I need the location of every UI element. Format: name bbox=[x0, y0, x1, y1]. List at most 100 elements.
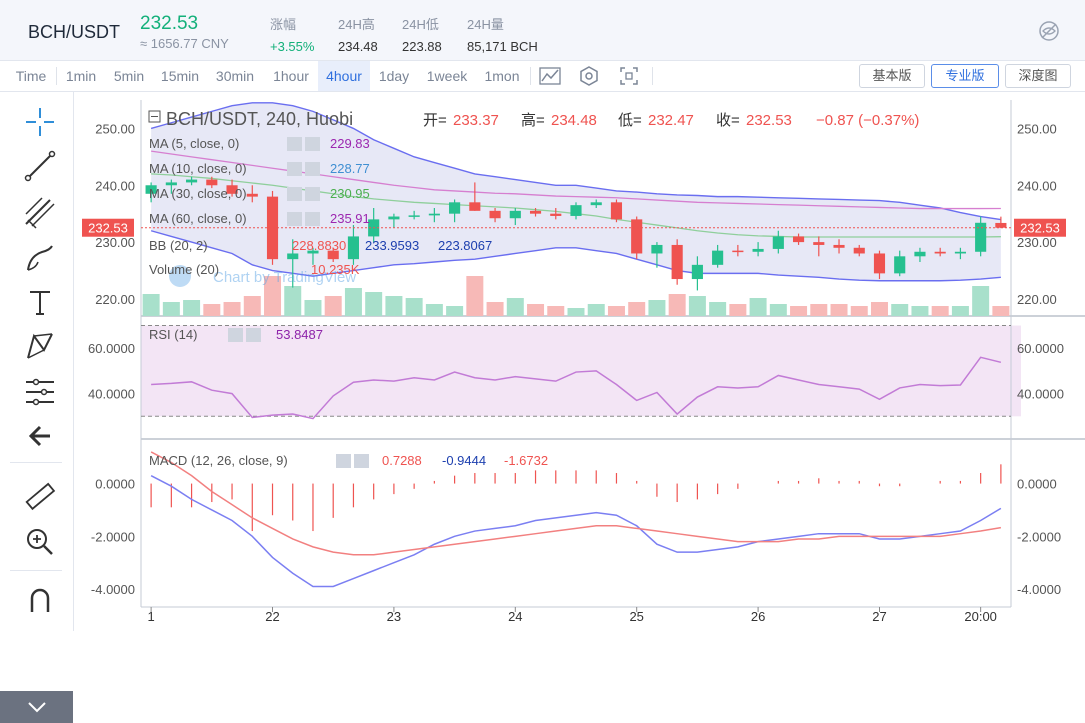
rsi-close-icon[interactable] bbox=[246, 328, 261, 342]
magnet-icon[interactable] bbox=[22, 582, 58, 618]
volume-bar bbox=[486, 302, 504, 316]
ruler-icon[interactable] bbox=[22, 478, 58, 514]
ohlc-low-label: 低= bbox=[618, 112, 642, 129]
watermark-cloud-icon bbox=[169, 265, 191, 287]
ohlc-open-label: 开= bbox=[423, 112, 447, 129]
stat-change: 涨幅 +3.55% bbox=[270, 14, 314, 54]
stat-value: 85,171 BCH bbox=[467, 39, 538, 54]
symbol-title[interactable]: BCH/USDT, 240, Huobi bbox=[166, 109, 353, 129]
volume-bar bbox=[951, 306, 969, 316]
volume-bar bbox=[749, 298, 767, 316]
back-arrow-icon[interactable] bbox=[22, 418, 58, 454]
stat-value: 234.48 bbox=[338, 39, 378, 54]
volume-bar bbox=[527, 304, 545, 316]
last-price-badge-left bbox=[82, 218, 134, 237]
price-tick-left: 220.00 bbox=[95, 292, 135, 307]
candle-body bbox=[873, 253, 886, 274]
basic-view-button[interactable]: 基本版 bbox=[859, 64, 925, 88]
ohlc-high-label: 高= bbox=[521, 112, 545, 129]
study-settings-icon bbox=[287, 137, 302, 151]
study-close-icon bbox=[305, 162, 320, 176]
candle-body bbox=[712, 250, 724, 265]
interval-time[interactable]: Time bbox=[15, 68, 47, 84]
settings-icon[interactable] bbox=[577, 66, 601, 86]
price-tick-left: 230.00 bbox=[95, 235, 135, 250]
macd-close-icon[interactable] bbox=[354, 454, 369, 468]
fib-tool-icon[interactable] bbox=[22, 374, 58, 410]
trend-line-icon[interactable] bbox=[22, 148, 58, 184]
collapse-toolbar-button[interactable] bbox=[0, 691, 73, 723]
candle-body bbox=[792, 236, 805, 243]
volume-bar bbox=[790, 306, 808, 316]
macd-tick-left: -4.0000 bbox=[91, 582, 135, 597]
bb-upper-value: 233.9593 bbox=[365, 238, 419, 253]
candle-body bbox=[388, 216, 400, 220]
volume-bar bbox=[405, 298, 423, 316]
divider bbox=[652, 67, 653, 85]
eye-off-icon[interactable] bbox=[1038, 20, 1060, 42]
chart-legend: BCH/USDT, 240, Huobi 开= 233.37 高= 234.48… bbox=[148, 109, 919, 468]
bb-upper-line bbox=[150, 102, 1001, 221]
interval-5min[interactable]: 5min bbox=[113, 68, 145, 84]
candle-body bbox=[833, 244, 845, 248]
zoom-in-icon[interactable] bbox=[22, 524, 58, 560]
candle-body bbox=[975, 222, 987, 252]
fullscreen-icon[interactable] bbox=[617, 66, 641, 86]
brush-icon[interactable] bbox=[22, 240, 58, 276]
candle-body bbox=[631, 219, 643, 254]
rsi-tick-right: 40.0000 bbox=[1017, 387, 1064, 402]
candle-body bbox=[813, 242, 825, 245]
ohlc-open-value: 233.37 bbox=[453, 112, 499, 129]
candle-body bbox=[590, 202, 602, 206]
macd-label: MACD (12, 26, close, 9) bbox=[149, 453, 288, 468]
crosshair-icon[interactable] bbox=[22, 104, 58, 140]
volume-bar bbox=[344, 288, 362, 316]
rsi-tick-left: 40.0000 bbox=[88, 387, 135, 402]
price-tick-right: 240.00 bbox=[1017, 178, 1057, 193]
rsi-label: RSI (14) bbox=[149, 327, 197, 342]
depth-view-button[interactable]: 深度图 bbox=[1005, 64, 1071, 88]
rsi-settings-icon[interactable] bbox=[228, 328, 243, 342]
macd-settings-icon[interactable] bbox=[336, 454, 351, 468]
candle-body bbox=[165, 182, 177, 186]
stat-volume: 24H量 85,171 BCH bbox=[467, 14, 538, 54]
stat-value: +3.55% bbox=[270, 39, 315, 54]
interval-1day[interactable]: 1day bbox=[378, 68, 410, 84]
volume-bar bbox=[547, 306, 565, 316]
volume-bar bbox=[972, 286, 990, 316]
collapse-legend-icon[interactable] bbox=[148, 110, 161, 123]
candle-body bbox=[226, 185, 238, 194]
interval-1hour[interactable]: 1hour bbox=[273, 68, 309, 84]
macd-line-value: -0.9444 bbox=[442, 453, 486, 468]
interval-1min[interactable]: 1min bbox=[65, 68, 97, 84]
ohlc-high-value: 234.48 bbox=[551, 112, 597, 129]
volume-value: 10.235K bbox=[311, 262, 360, 277]
volume-bar bbox=[931, 306, 949, 316]
pitchfork-icon[interactable] bbox=[22, 194, 58, 230]
candle-body bbox=[894, 256, 906, 274]
time-tick-label: 20:00 bbox=[964, 609, 997, 624]
candle-body bbox=[732, 250, 744, 253]
volume-bar bbox=[587, 304, 605, 316]
bb-label: BB (20, 2) bbox=[149, 238, 208, 253]
chart-type-icon[interactable] bbox=[538, 66, 562, 86]
price-tick-right: 230.00 bbox=[1017, 235, 1057, 250]
pro-view-button[interactable]: 专业版 bbox=[931, 64, 999, 88]
interval-1mon[interactable]: 1mon bbox=[484, 68, 520, 84]
price-change: −0.87 (−0.37%) bbox=[816, 112, 919, 129]
interval-4hour[interactable]: 4hour bbox=[318, 61, 370, 91]
text-tool-icon[interactable] bbox=[22, 284, 58, 320]
stat-value: 223.88 bbox=[402, 39, 442, 54]
interval-1week[interactable]: 1week bbox=[426, 68, 468, 84]
candle-body bbox=[610, 202, 623, 220]
last-price-badge-right bbox=[1014, 218, 1066, 237]
interval-15min[interactable]: 15min bbox=[160, 68, 200, 84]
interval-30min[interactable]: 30min bbox=[215, 68, 255, 84]
pair-title[interactable]: BCH/USDT bbox=[28, 22, 121, 42]
candle-body bbox=[914, 251, 926, 257]
pattern-icon[interactable] bbox=[22, 328, 58, 364]
volume-bar bbox=[992, 306, 1010, 316]
volume-bar bbox=[264, 276, 282, 316]
